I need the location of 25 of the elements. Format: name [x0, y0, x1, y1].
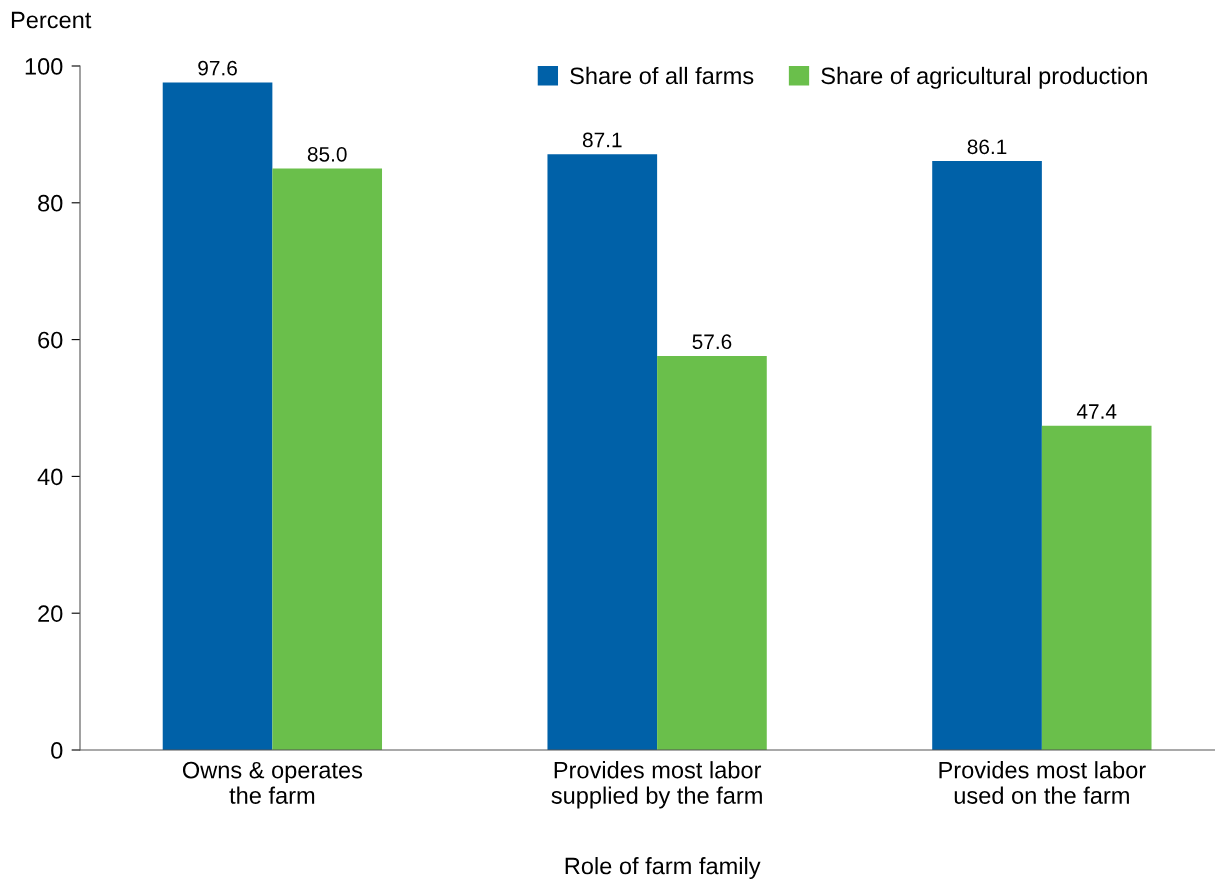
y-tick-label: 20 [38, 605, 63, 622]
x-tick-label: Provides most labor used on the farm [939, 761, 1146, 804]
bar [932, 161, 1042, 750]
data-label: 97.6 [198, 60, 237, 76]
bar [1041, 425, 1152, 750]
x-tick-label: Owns & operates the farm [182, 761, 363, 804]
x-tick-label: Provides most labor supplied by the farm [551, 761, 762, 809]
bar [162, 82, 273, 750]
legend-label: Share of all farms [570, 66, 754, 85]
data-label: 57.6 [692, 334, 732, 350]
y-tick-label: 40 [37, 468, 63, 486]
bar [547, 154, 658, 750]
data-label: 87.1 [582, 132, 622, 148]
y-tick-label: 100 [25, 58, 63, 75]
bar [657, 356, 767, 750]
data-label: 47.4 [1076, 404, 1117, 419]
y-axis-title: Percent [11, 11, 92, 29]
legend-label: Share of agricultural production [821, 66, 1147, 89]
y-tick-label: 80 [38, 194, 63, 212]
x-axis-title: Role of farm family [565, 856, 761, 880]
data-label: 85.0 [307, 146, 347, 162]
y-tick-label: 60 [38, 331, 63, 349]
data-label: 86.1 [967, 139, 1007, 155]
y-tick-label: 0 [51, 742, 63, 759]
bar [272, 168, 383, 750]
